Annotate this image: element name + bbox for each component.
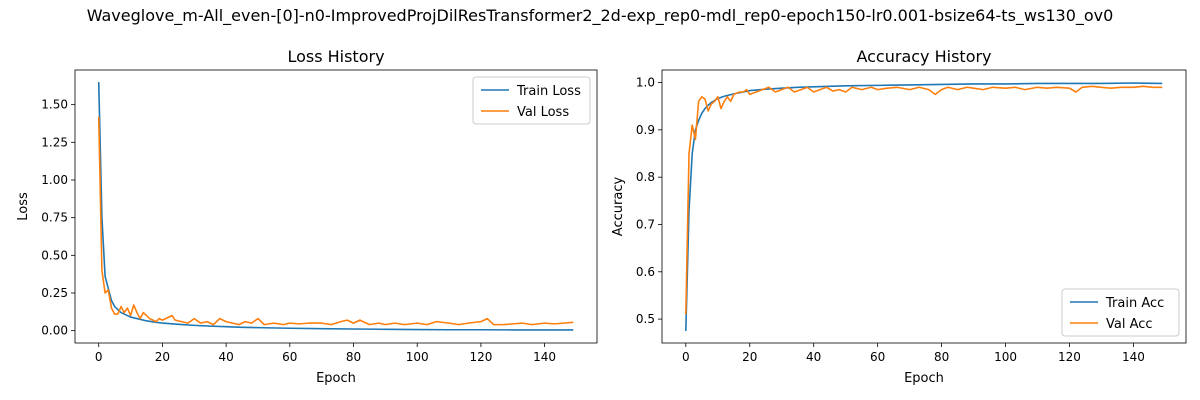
loss-y-tick-label: 1.00 [41,173,68,187]
accuracy-y-tick-label: 0.8 [636,170,655,184]
accuracy-x-tick-label: 0 [682,350,690,364]
accuracy-x-tick-label: 40 [806,350,821,364]
accuracy-x-tick-label: 120 [1058,350,1081,364]
loss-chart-title: Loss History [287,47,384,66]
loss-x-axis-label: Epoch [316,371,356,386]
loss-x-tick-label: 40 [218,350,233,364]
loss-axes-frame [74,69,598,344]
loss-legend-label: Train Loss [516,84,581,99]
loss-legend: Train Loss Val Loss [472,76,591,125]
accuracy-legend: Train Acc Val Acc [1061,288,1180,337]
accuracy-x-axis-label: Epoch [904,371,944,386]
loss-x-tick-label: 100 [406,350,429,364]
loss-history-chart: Loss History 0 20 40 60 80 100 120 140 0.00 0.25 0.… [16,47,598,386]
loss-y-axis-label: Loss [16,192,31,221]
accuracy-x-tick-label: 80 [934,350,949,364]
accuracy-y-axis-label: Accuracy [611,177,626,237]
loss-x-tick-label: 140 [533,350,556,364]
accuracy-history-chart: Accuracy History 0 20 40 60 80 100 120 140 0.5 0.6… [611,47,1187,386]
loss-x-tick-label: 0 [95,350,103,364]
accuracy-legend-label: Val Acc [1106,317,1153,332]
accuracy-legend-label: Train Acc [1105,296,1164,311]
loss-x-tick-label: 60 [282,350,297,364]
loss-y-tick-label: 1.50 [41,98,68,112]
loss-series-train-loss [97,82,574,331]
accuracy-x-tick-label: 100 [994,350,1017,364]
accuracy-y-tick-label: 0.6 [636,265,655,279]
loss-x-tick-label: 80 [346,350,361,364]
accuracy-axes-frame [661,69,1187,344]
loss-y-tick-label: 0.75 [41,211,68,225]
accuracy-x-tick-label: 140 [1122,350,1145,364]
accuracy-chart-title: Accuracy History [856,47,991,66]
accuracy-y-tick-label: 0.5 [636,312,655,326]
accuracy-y-tick-label: 0.9 [636,123,655,137]
loss-x-tick-label: 20 [155,350,170,364]
accuracy-y-tick-label: 1.0 [636,76,655,90]
loss-x-tick-label: 120 [469,350,492,364]
loss-y-tick-label: 0.50 [41,248,68,262]
accuracy-y-tick-label: 0.7 [636,217,655,231]
accuracy-legend-box [1061,288,1180,337]
loss-series-val-loss [97,116,574,326]
accuracy-series-val-acc [685,85,1163,315]
loss-legend-label: Val Loss [517,105,569,120]
loss-y-tick-label: 0.25 [41,286,68,300]
loss-legend-box [472,76,591,125]
loss-y-tick-label: 1.25 [41,135,68,149]
loss-y-tick-label: 0.00 [41,324,68,338]
figure-suptitle: Waveglove_m-All_even-[0]-n0-ImprovedProj… [86,6,1114,25]
accuracy-x-tick-label: 60 [870,350,885,364]
accuracy-x-tick-label: 20 [742,350,757,364]
